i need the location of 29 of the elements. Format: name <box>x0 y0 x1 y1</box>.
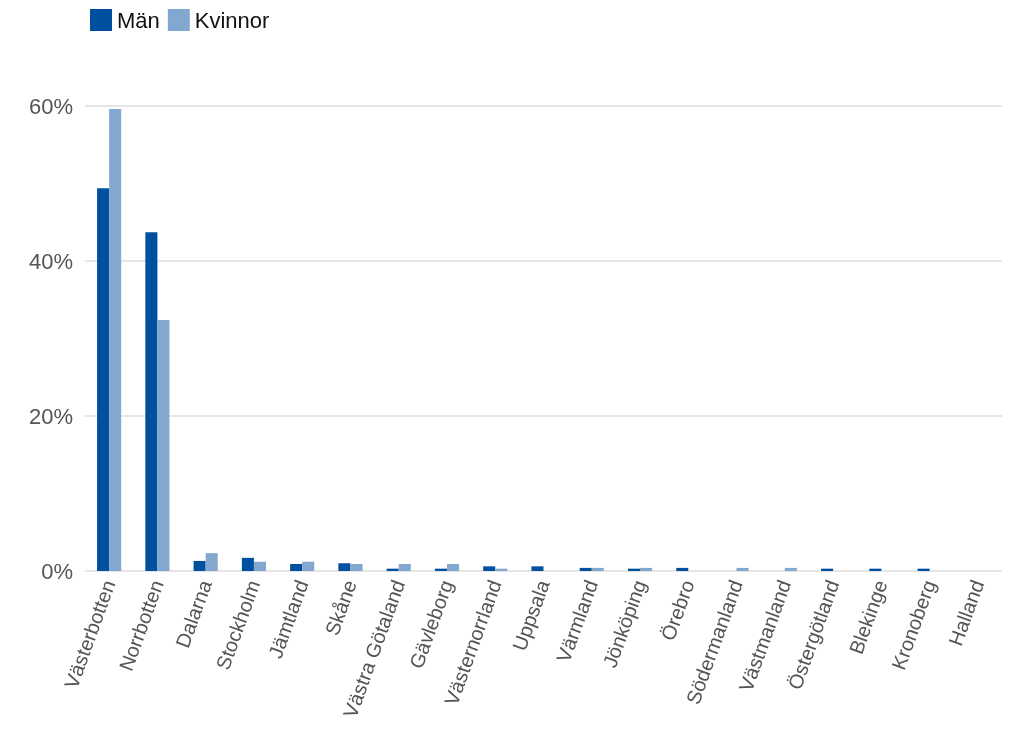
bar <box>640 567 653 571</box>
bar <box>205 553 218 571</box>
bar <box>97 188 110 571</box>
bar <box>253 561 266 571</box>
bar <box>109 109 122 571</box>
bar <box>531 566 544 571</box>
x-tick-label: Skåne <box>320 577 361 639</box>
bar <box>157 319 170 571</box>
y-tick-label: 60% <box>28 93 73 119</box>
legend-label: Kvinnor <box>194 7 270 33</box>
y-tick-label: 20% <box>28 403 73 429</box>
bar <box>736 567 749 571</box>
bar <box>784 567 797 571</box>
bar <box>676 567 689 571</box>
y-tick-label: 0% <box>41 558 73 584</box>
bar <box>145 232 158 571</box>
legend-label: Män <box>117 7 160 33</box>
bar <box>591 567 604 571</box>
bar <box>579 567 592 571</box>
y-tick-label: 40% <box>28 248 73 274</box>
bar <box>241 557 254 571</box>
bar <box>302 561 315 571</box>
bar <box>398 564 411 571</box>
bar <box>338 563 351 571</box>
bar <box>193 560 206 571</box>
bar <box>446 564 460 571</box>
bar <box>350 564 363 571</box>
bar <box>290 564 303 571</box>
bar <box>483 566 496 571</box>
